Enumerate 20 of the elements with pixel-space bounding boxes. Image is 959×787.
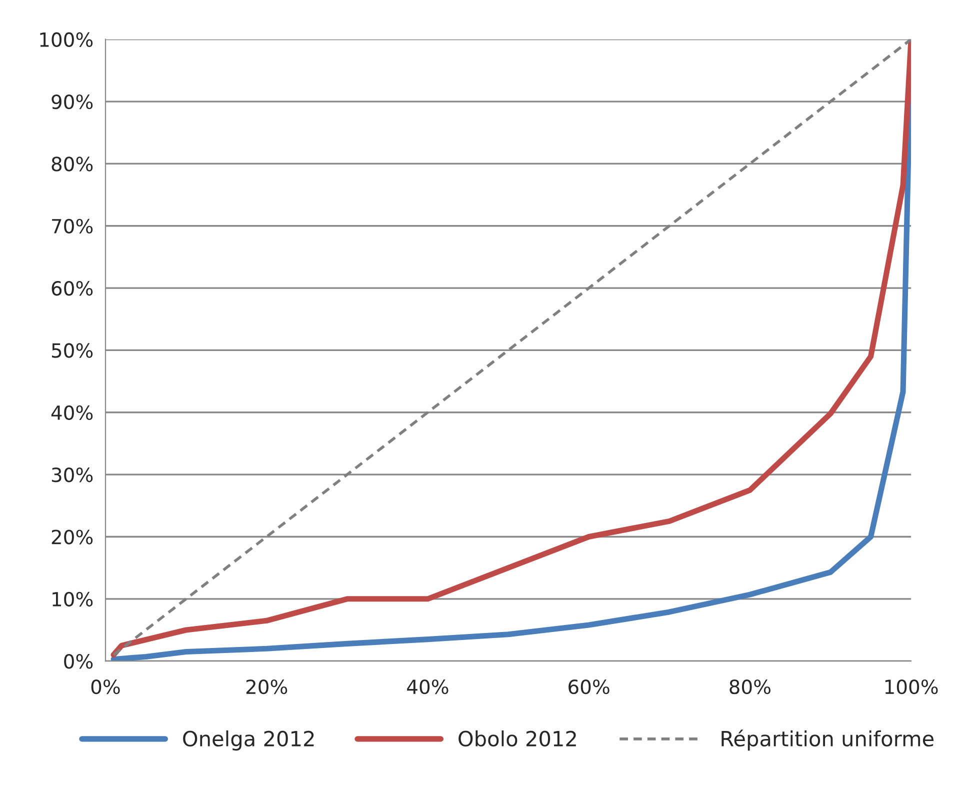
y-tick-label: 100%	[40, 32, 93, 48]
y-tick-label: 30%	[52, 468, 93, 482]
legend-label: Obolo 2012	[458, 730, 576, 747]
y-tick-label: 40%	[51, 405, 93, 420]
y-tick-label: 80%	[52, 156, 93, 172]
x-tick-label: 80%	[730, 679, 770, 694]
y-tick-label: 20%	[52, 530, 93, 544]
y-tick-label: 90%	[52, 94, 93, 110]
y-tick-label: 10%	[52, 592, 93, 607]
x-tick-label: 20%	[246, 679, 288, 694]
y-tick-label: 70%	[52, 218, 93, 234]
legend-label: Répartition uniforme	[722, 730, 934, 751]
y-tick-label: 50%	[52, 343, 93, 358]
y-tick-label: 60%	[52, 281, 93, 296]
y-tick-label: 0%	[64, 654, 93, 669]
legend-label: Onelga 2012	[183, 730, 314, 751]
x-tick-label: 40%	[407, 679, 448, 694]
x-tick-label: 60%	[568, 679, 610, 694]
x-tick-label: 100%	[885, 679, 938, 694]
x-tick-label: 0%	[91, 679, 120, 694]
